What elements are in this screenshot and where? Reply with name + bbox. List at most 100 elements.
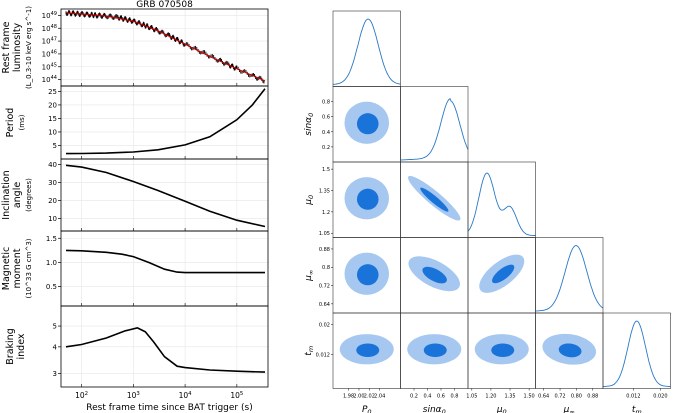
series-model bbox=[65, 12, 266, 82]
corner-y-tick-label: 0.6 bbox=[322, 115, 330, 121]
y-tick-label: 0.5 bbox=[46, 283, 57, 291]
series-data bbox=[65, 10, 265, 84]
contour-inner bbox=[558, 343, 582, 358]
corner-x-tick-label: 0.80 bbox=[571, 394, 582, 400]
y-tick-label: 30 bbox=[48, 179, 57, 187]
corner-x-label: μ0 bbox=[496, 405, 507, 413]
corner-y-label: μ0 bbox=[304, 195, 315, 206]
corner-y-tick-label: 1.05 bbox=[319, 231, 330, 237]
panel-lum: 1044 1045 1046 1047 1048 1049 Rest frame lumino… bbox=[1, 6, 269, 89]
corner-cell-1-0 bbox=[332, 86, 401, 163]
y-label-line: Rest frame bbox=[1, 21, 12, 73]
y-label-line: Braking bbox=[5, 328, 16, 364]
contour-inner bbox=[491, 343, 515, 358]
chart-title: GRB 070508 bbox=[136, 0, 193, 10]
y-tick-label: 10 bbox=[48, 128, 57, 136]
corner-y-label-text: sinα0 bbox=[304, 113, 315, 136]
corner-x-label: μ∞ bbox=[563, 405, 575, 413]
y-tick-label: 1046 bbox=[42, 49, 57, 58]
corner-y-tick-label: 0.4 bbox=[322, 130, 330, 136]
y-tick-label: 1044 bbox=[42, 75, 57, 84]
corner-cell-0-0 bbox=[332, 10, 401, 87]
corner-y-label: sinα0 bbox=[304, 113, 315, 136]
x-tick-label: 104 bbox=[179, 391, 193, 400]
corner-cell-4-4 bbox=[602, 312, 671, 389]
contour-inner bbox=[356, 113, 379, 135]
y-label-line: moment bbox=[12, 248, 23, 288]
x-tick-label: 105 bbox=[230, 391, 243, 400]
corner-x-tick-label: 1.98 bbox=[343, 394, 354, 400]
corner-x-tick-label: 0.2 bbox=[410, 394, 418, 400]
corner-y-label: tm bbox=[304, 346, 315, 356]
corner-cell-3-3 bbox=[535, 237, 604, 314]
corner-y-tick-label: 0.88 bbox=[319, 247, 330, 253]
panel-incl: 10 20 30 40 Inclination angle (degrees) bbox=[1, 158, 269, 232]
panel-brake: 3 4 5 Braking index bbox=[5, 305, 269, 388]
y-axis-label: Period (ms) bbox=[5, 108, 26, 138]
marginal-curve bbox=[400, 98, 469, 161]
y-tick-label: 15 bbox=[48, 115, 57, 123]
corner-cell-4-1 bbox=[400, 312, 469, 389]
corner-x-label: tm bbox=[632, 405, 642, 413]
y-tick-label: 1047 bbox=[42, 37, 57, 46]
corner-y-tick-label: 0.8 bbox=[322, 265, 330, 271]
contour-inner bbox=[422, 266, 447, 284]
corner-y-tick-label: 0.2 bbox=[322, 145, 330, 151]
y-label-line: Magnetic bbox=[1, 247, 12, 291]
contour-inner bbox=[356, 264, 379, 286]
corner-x-tick-label: 1.50 bbox=[524, 394, 535, 400]
marginal-curve bbox=[467, 172, 536, 236]
y-tick-label: 1.5 bbox=[46, 235, 57, 243]
corner-y-tick-label: 1.35 bbox=[319, 188, 330, 194]
corner-y-tick-label: 0.72 bbox=[319, 284, 330, 290]
corner-x-label: P0 bbox=[362, 405, 372, 413]
contour-inner bbox=[423, 343, 447, 358]
corner-y-label: μ∞ bbox=[304, 270, 315, 282]
corner-x-tick-label: 0.6 bbox=[437, 394, 445, 400]
y-label-line: luminosity bbox=[12, 22, 23, 72]
y-label-line: Inclination bbox=[1, 170, 12, 219]
corner-y-tick-label: 1.5 bbox=[322, 167, 330, 173]
cell-frame bbox=[602, 312, 671, 389]
y-tick-label: 5 bbox=[53, 323, 57, 331]
corner-x-tick-label: 2.00 bbox=[353, 394, 364, 400]
series-mu bbox=[65, 249, 265, 274]
x-tick-label: 103 bbox=[127, 391, 140, 400]
corner-x-tick-label: 0.72 bbox=[554, 394, 565, 400]
y-tick-label: 4 bbox=[53, 343, 58, 351]
x-axis-label: Rest frame time since BAT trigger (s) bbox=[86, 403, 252, 413]
corner-cell-2-0 bbox=[332, 161, 401, 238]
marginal-curve bbox=[602, 320, 671, 387]
corner-cell-4-2 bbox=[467, 312, 536, 389]
corner-y-label-text: μ0 bbox=[304, 195, 315, 206]
y-label-line: (L_0.3-10 keV erg s^-1) bbox=[25, 6, 33, 89]
corner-x-tick-label: 0.020 bbox=[653, 394, 667, 400]
y-label-line: (ms) bbox=[18, 114, 26, 130]
cell-frame bbox=[400, 86, 469, 163]
corner-x-tick-label: 1.05 bbox=[466, 394, 477, 400]
y-tick-label: 3 bbox=[53, 370, 57, 378]
y-tick-label: 40 bbox=[48, 161, 57, 169]
corner-x-tick-label: 2.04 bbox=[374, 394, 385, 400]
corner-x-tick-label: 1.35 bbox=[504, 394, 515, 400]
y-label-line: Period bbox=[5, 108, 16, 138]
corner-y-label-text: tm bbox=[304, 346, 315, 356]
y-label-line: angle bbox=[12, 182, 23, 209]
y-tick-label: 10 bbox=[48, 215, 57, 223]
corner-y-label-text: μ∞ bbox=[304, 270, 315, 282]
corner-x-tick-label: 0.64 bbox=[538, 394, 549, 400]
y-tick-label: 1049 bbox=[42, 11, 57, 20]
y-tick-label: 20 bbox=[48, 197, 57, 205]
y-axis-label: Magnetic moment (10^33 G cm^3) bbox=[1, 238, 33, 298]
corner-y-tick-label: 1.2 bbox=[322, 210, 330, 216]
corner-x-tick-label: 0.012 bbox=[626, 394, 640, 400]
contour-inner bbox=[492, 264, 515, 284]
marginal-curve bbox=[535, 245, 604, 312]
corner-y-tick-label: 0.64 bbox=[319, 302, 330, 308]
corner-y-tick-label: 0.012 bbox=[316, 353, 330, 359]
y-label-line: index bbox=[16, 333, 27, 359]
corner-x-tick-label: 2.02 bbox=[364, 394, 375, 400]
y-axis-label: Inclination angle (degrees) bbox=[1, 170, 33, 219]
